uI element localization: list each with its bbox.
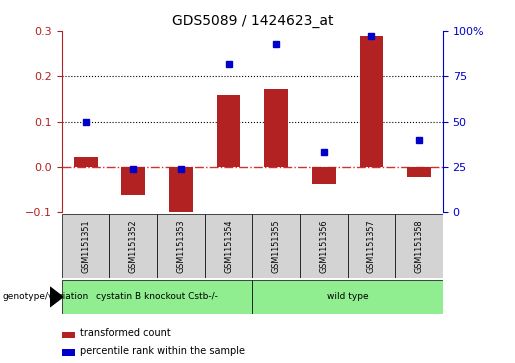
Text: genotype/variation: genotype/variation <box>3 293 89 301</box>
Bar <box>122 167 145 195</box>
Bar <box>395 214 443 278</box>
Title: GDS5089 / 1424623_at: GDS5089 / 1424623_at <box>171 15 333 28</box>
Bar <box>109 214 157 278</box>
Bar <box>74 157 97 167</box>
Text: cystatin B knockout Cstb-/-: cystatin B knockout Cstb-/- <box>96 292 218 301</box>
Bar <box>348 214 395 278</box>
Text: GSM1151351: GSM1151351 <box>81 219 90 273</box>
Text: GSM1151356: GSM1151356 <box>319 219 328 273</box>
Bar <box>359 36 383 167</box>
Bar <box>252 280 443 314</box>
Text: wild type: wild type <box>327 292 368 301</box>
Text: GSM1151357: GSM1151357 <box>367 219 376 273</box>
Text: percentile rank within the sample: percentile rank within the sample <box>80 346 245 356</box>
Bar <box>157 214 204 278</box>
Bar <box>169 167 193 213</box>
Bar <box>204 214 252 278</box>
Text: GSM1151352: GSM1151352 <box>129 219 138 273</box>
Bar <box>62 332 75 338</box>
Bar <box>62 280 252 314</box>
Bar <box>62 214 109 278</box>
Text: GSM1151358: GSM1151358 <box>415 219 423 273</box>
Bar <box>300 214 348 278</box>
Bar <box>264 89 288 167</box>
Bar <box>252 214 300 278</box>
Text: transformed count: transformed count <box>80 328 171 338</box>
Text: GSM1151355: GSM1151355 <box>272 219 281 273</box>
Bar <box>312 167 336 184</box>
Polygon shape <box>50 287 63 307</box>
Text: GSM1151353: GSM1151353 <box>177 219 185 273</box>
Bar <box>217 95 241 167</box>
Text: GSM1151354: GSM1151354 <box>224 219 233 273</box>
Bar <box>407 167 431 177</box>
Bar <box>62 349 75 356</box>
